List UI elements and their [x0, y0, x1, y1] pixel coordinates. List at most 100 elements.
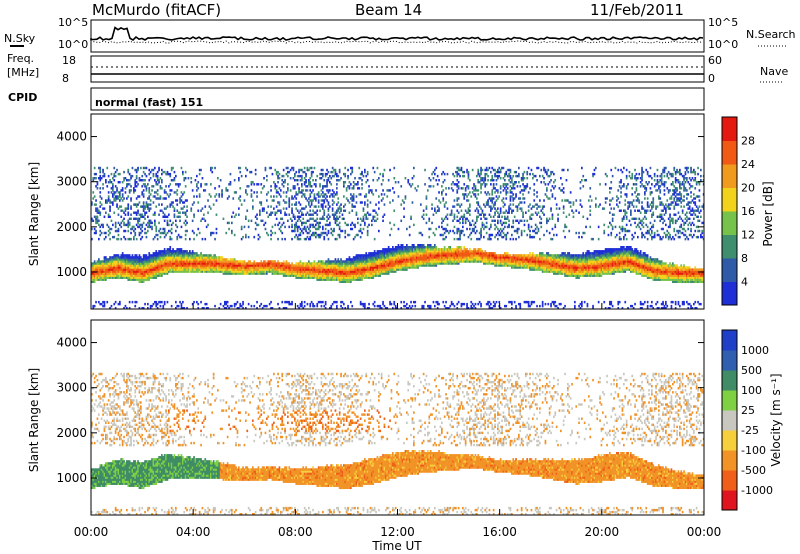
heatmap-cell [380, 258, 383, 261]
heatmap-cell [141, 307, 144, 310]
heatmap-cell [225, 300, 228, 304]
heatmap-cell [201, 177, 204, 180]
heatmap-cell [126, 254, 128, 257]
heatmap-cell [182, 300, 184, 304]
heatmap-cell [271, 172, 274, 176]
heatmap-cell [168, 260, 170, 263]
heatmap-cell [242, 266, 244, 269]
heatmap-cell [214, 187, 216, 190]
heatmap-cell [378, 262, 380, 265]
heatmap-cell [462, 260, 464, 263]
heatmap-cell [259, 272, 261, 275]
heatmap-cell [308, 237, 310, 241]
heatmap-cell [252, 268, 254, 271]
heatmap-cell [399, 254, 401, 257]
heatmap-cell [156, 272, 159, 275]
heatmap-cell [109, 209, 111, 212]
heatmap-cell [352, 197, 355, 200]
heatmap-cell [295, 179, 298, 182]
heatmap-cell [309, 199, 312, 202]
heatmap-cell [394, 307, 397, 310]
heatmap-cell [142, 258, 145, 261]
heatmap-cell [126, 185, 128, 188]
heatmap-cell [294, 185, 296, 188]
heatmap-cell [324, 227, 327, 231]
heatmap-cell [455, 262, 457, 265]
heatmap-cell [456, 229, 459, 233]
heatmap-cell [326, 179, 328, 182]
heatmap-cell [462, 229, 464, 233]
heatmap-cell [218, 264, 221, 267]
heatmap-cell [186, 307, 188, 310]
heatmap-cell [389, 248, 391, 251]
heatmap-cell [176, 268, 179, 271]
heatmap-cell [156, 262, 159, 265]
heatmap-cell [151, 264, 153, 267]
heatmap-cell [170, 304, 173, 308]
heatmap-cell [455, 250, 457, 253]
heatmap-cell [456, 237, 459, 241]
heatmap-cell [99, 179, 102, 182]
heatmap-cell [460, 256, 463, 259]
heatmap-cell [428, 219, 431, 223]
heatmap-cell [296, 183, 299, 186]
heatmap-cell [114, 170, 117, 174]
heatmap-cell [452, 262, 454, 265]
heatmap-cell [428, 258, 431, 261]
heatmap-cell [197, 302, 200, 306]
heatmap-cell [147, 229, 149, 233]
heatmap-cell [184, 256, 187, 259]
heatmap-cell [435, 258, 438, 261]
heatmap-cell [117, 262, 120, 265]
heatmap-cell [399, 250, 401, 253]
heatmap-cell [334, 270, 337, 273]
heatmap-cell [177, 248, 180, 251]
heatmap-cell [298, 237, 300, 241]
heatmap-cell [163, 302, 166, 306]
heatmap-cell [217, 256, 219, 259]
heatmap-cell [351, 262, 354, 265]
heatmap-cell [282, 207, 285, 210]
heatmap-cell [330, 304, 333, 308]
heatmap-cell [124, 213, 127, 216]
heatmap-cell [415, 256, 418, 259]
heatmap-cell [361, 258, 363, 261]
heatmap-cell [163, 197, 166, 200]
heatmap-cell [399, 268, 401, 271]
heatmap-cell [459, 250, 461, 253]
heatmap-cell [240, 227, 243, 231]
heatmap-cell [336, 237, 338, 241]
heatmap-cell [317, 199, 320, 202]
heatmap-cell [254, 215, 257, 219]
heatmap-cell [295, 262, 298, 265]
heatmap-cell [197, 260, 200, 263]
heatmap-cell [107, 270, 110, 273]
heatmap-cell [229, 266, 232, 269]
heatmap-cell [114, 260, 117, 263]
heatmap-cell [189, 266, 191, 269]
heatmap-cell [442, 256, 445, 259]
heatmap-cell [390, 258, 393, 261]
heatmap-cell [284, 272, 286, 275]
heatmap-cell [155, 300, 158, 304]
heatmap-cell [362, 276, 365, 279]
heatmap-cell [422, 307, 425, 310]
heatmap-cell [151, 304, 153, 308]
heatmap-cell [319, 270, 321, 273]
heatmap-cell [455, 183, 457, 186]
heatmap-cell [473, 250, 475, 253]
heatmap-cell [275, 191, 278, 194]
heatmap-cell [386, 272, 389, 275]
heatmap-cell [169, 252, 172, 255]
heatmap-cell [254, 262, 257, 265]
heatmap-cell [436, 174, 439, 178]
heatmap-cell [368, 223, 370, 227]
heatmap-cell [344, 268, 347, 271]
heatmap-cell [134, 258, 137, 261]
heatmap-cell [336, 278, 338, 281]
heatmap-cell [194, 266, 197, 269]
heatmap-cell [294, 195, 296, 198]
heatmap-cell [271, 268, 274, 271]
heatmap-cell [401, 256, 404, 259]
heatmap-cell [169, 174, 172, 178]
